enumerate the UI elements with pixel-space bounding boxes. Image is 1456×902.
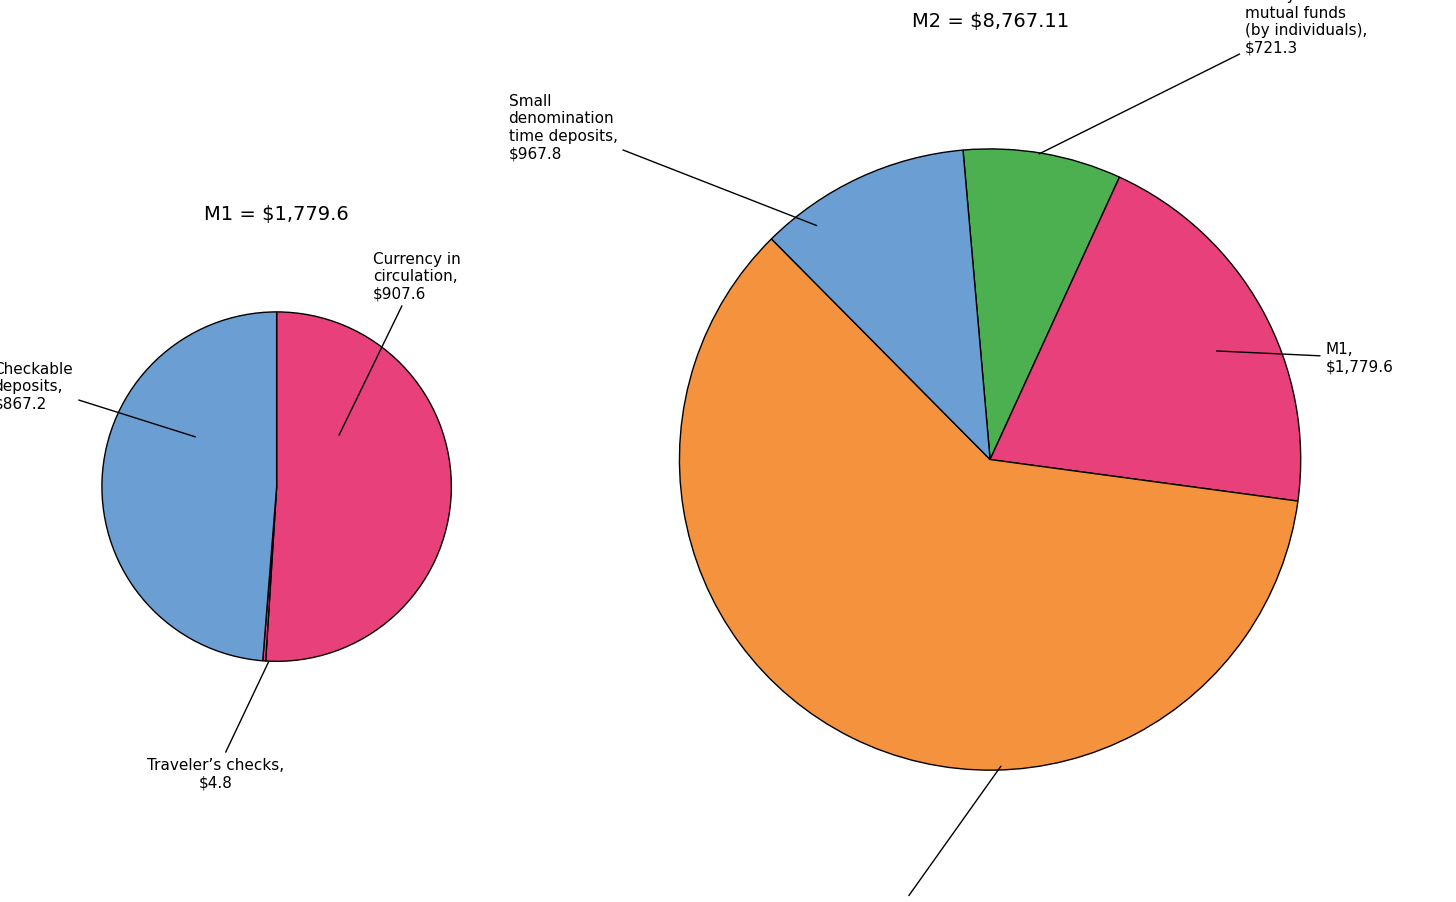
Wedge shape xyxy=(102,313,277,661)
Text: Money market
mutual funds
(by individuals),
$721.3: Money market mutual funds (by individual… xyxy=(1040,0,1367,155)
Wedge shape xyxy=(962,150,1120,460)
Text: Traveler’s checks,
$4.8: Traveler’s checks, $4.8 xyxy=(147,662,284,790)
Wedge shape xyxy=(262,487,277,661)
Wedge shape xyxy=(680,240,1297,770)
Text: M1,
$1,779.6: M1, $1,779.6 xyxy=(1217,342,1393,374)
Title: M2 = $8,767.11: M2 = $8,767.11 xyxy=(911,13,1069,32)
Wedge shape xyxy=(265,313,451,661)
Text: Checkable
deposits,
$867.2: Checkable deposits, $867.2 xyxy=(0,362,195,437)
Text: Currency in
circulation,
$907.6: Currency in circulation, $907.6 xyxy=(339,252,460,436)
Text: Savings deposits
(including money
market deposit
accounts), $5,298.4: Savings deposits (including money market… xyxy=(805,767,1000,902)
Title: M1 = $1,779.6: M1 = $1,779.6 xyxy=(204,205,349,224)
Wedge shape xyxy=(772,151,990,460)
Text: Small
denomination
time deposits,
$967.8: Small denomination time deposits, $967.8 xyxy=(508,94,817,226)
Wedge shape xyxy=(990,178,1300,502)
